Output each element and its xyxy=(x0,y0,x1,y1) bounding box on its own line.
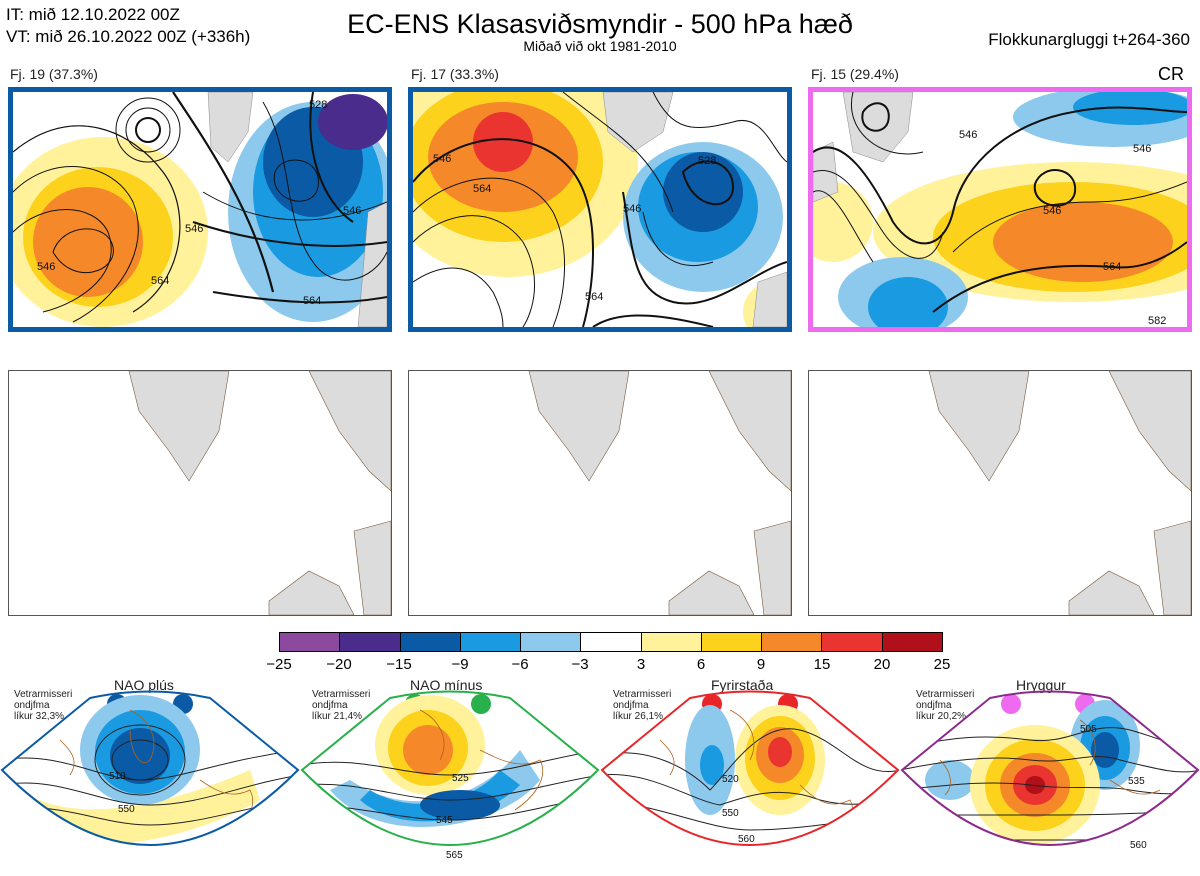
colorbar-tick: −3 xyxy=(571,656,589,673)
regime-1-map: 510 550 xyxy=(0,690,300,876)
contour-label: 546 xyxy=(623,203,641,215)
contour-label: 564 xyxy=(585,291,603,303)
cluster-3-label: Fj. 15 (29.4%) xyxy=(811,66,899,82)
contour-label: 546 xyxy=(1133,143,1151,155)
colorbar-swatch xyxy=(641,633,702,651)
colorbar-swatch xyxy=(822,633,883,651)
colorbar-tick: −9 xyxy=(451,656,469,673)
contour-label: 564 xyxy=(151,275,169,287)
land-masses xyxy=(928,371,1191,615)
contour-label: 520 xyxy=(722,774,739,785)
empty-map-1 xyxy=(8,370,392,616)
valid-time: VT: mið 26.10.2022 00Z (+336h) xyxy=(6,27,251,46)
colorbar-swatch xyxy=(280,633,341,651)
regime-2-name: NAO mínus xyxy=(410,677,483,693)
contour-label: 560 xyxy=(1130,840,1147,851)
regime-2-marker xyxy=(471,694,491,714)
regime-4-description: Vetrarmisseri ondjfma líkur 20,2% xyxy=(916,689,975,722)
contour-label: 564 xyxy=(303,295,321,307)
colorbar-tick: −25 xyxy=(266,656,292,673)
contour-label: 550 xyxy=(118,804,135,815)
colorbar-swatch xyxy=(460,633,522,651)
colorbar xyxy=(279,632,943,652)
regime-3-name: Fyrirstaða xyxy=(711,677,774,693)
contour-label: 550 xyxy=(722,808,739,819)
empty-map-3 xyxy=(808,370,1192,616)
cluster-2-map: 546 564 546 528 564 xyxy=(408,87,792,332)
contour-label: 546 xyxy=(959,129,977,141)
page-subtitle: Miðað við okt 1981-2010 xyxy=(523,38,677,54)
colorbar-tick: −6 xyxy=(511,656,529,673)
regime-3-map: 520 550 560 xyxy=(600,690,900,876)
contour-label: 546 xyxy=(37,261,55,273)
cluster-3-map: 546 546 564 546 582 xyxy=(808,87,1192,332)
regime-1-name: NAO plús xyxy=(114,677,174,693)
contour-label: 528 xyxy=(698,155,716,167)
contour-label: 564 xyxy=(473,183,491,195)
contour-label: 525 xyxy=(452,773,469,784)
contour-label: 546 xyxy=(343,205,361,217)
contour-label: 510 xyxy=(109,771,126,782)
contour-label: 505 xyxy=(1080,724,1097,735)
contour-label: 565 xyxy=(446,850,463,861)
land-masses xyxy=(813,92,914,203)
contour-label: 582 xyxy=(1148,315,1166,327)
colorbar-tick: 15 xyxy=(813,656,831,673)
page-title: EC-ENS Klasasviðsmyndir - 500 hPa hæð xyxy=(347,9,853,39)
cluster-2-label: Fj. 17 (33.3%) xyxy=(411,66,499,82)
colorbar-swatch xyxy=(400,633,461,651)
anomaly-shading xyxy=(13,94,387,327)
contour-label: 546 xyxy=(1043,205,1061,217)
cluster-1-map: 546 564 546 528 546 564 xyxy=(8,87,392,332)
contour-label: 564 xyxy=(1103,261,1121,273)
classification-window: Flokkunargluggi t+264-360 xyxy=(988,30,1190,49)
colorbar-tick: 9 xyxy=(756,656,766,673)
colorbar-tick: 25 xyxy=(933,656,951,673)
contour-label: 546 xyxy=(433,153,451,165)
contour-label: 545 xyxy=(436,815,453,826)
colorbar-swatch xyxy=(701,633,763,651)
colorbar-swatch xyxy=(521,633,582,651)
regime-1-description: Vetrarmisseri ondjfma líkur 32,3% xyxy=(14,689,73,722)
height-contours xyxy=(413,92,787,327)
regime-3-description: Vetrarmisseri ondjfma líkur 26,1% xyxy=(613,689,672,722)
colorbar-swatch xyxy=(340,633,401,651)
contour-label: 528 xyxy=(309,99,327,111)
land-masses xyxy=(207,92,387,327)
contour-label: 560 xyxy=(738,834,755,845)
colorbar-tick: 6 xyxy=(696,656,706,673)
initial-time: IT: mið 12.10.2022 00Z xyxy=(6,5,180,24)
regime-4-marker xyxy=(1001,694,1021,714)
cluster-3-corner-label: CR xyxy=(1158,64,1184,84)
regime-2-description: Vetrarmisseri ondjfma líkur 21,4% xyxy=(312,689,371,722)
colorbar-tick: −15 xyxy=(386,656,412,673)
colorbar-swatch xyxy=(581,633,642,651)
regime-2-map: 525 545 565 xyxy=(300,690,600,876)
header-info: IT: mið 12.10.2022 00Z VT: mið 26.10.202… xyxy=(6,4,250,48)
land-masses xyxy=(128,371,391,615)
height-contours xyxy=(13,92,387,323)
empty-map-2 xyxy=(408,370,792,616)
contour-label: 535 xyxy=(1128,776,1145,787)
cluster-1-label: Fj. 19 (37.3%) xyxy=(10,66,98,82)
colorbar-swatch xyxy=(762,633,823,651)
colorbar-tick: 3 xyxy=(636,656,646,673)
contour-label: 546 xyxy=(185,223,203,235)
height-contours xyxy=(813,92,1187,313)
colorbar-tick: −20 xyxy=(326,656,352,673)
land-masses xyxy=(528,371,791,615)
colorbar-swatch xyxy=(882,633,942,651)
colorbar-tick: 20 xyxy=(873,656,891,673)
regime-4-name: Hryggur xyxy=(1016,677,1066,693)
regime-4-map: 505 535 560 xyxy=(900,690,1200,876)
